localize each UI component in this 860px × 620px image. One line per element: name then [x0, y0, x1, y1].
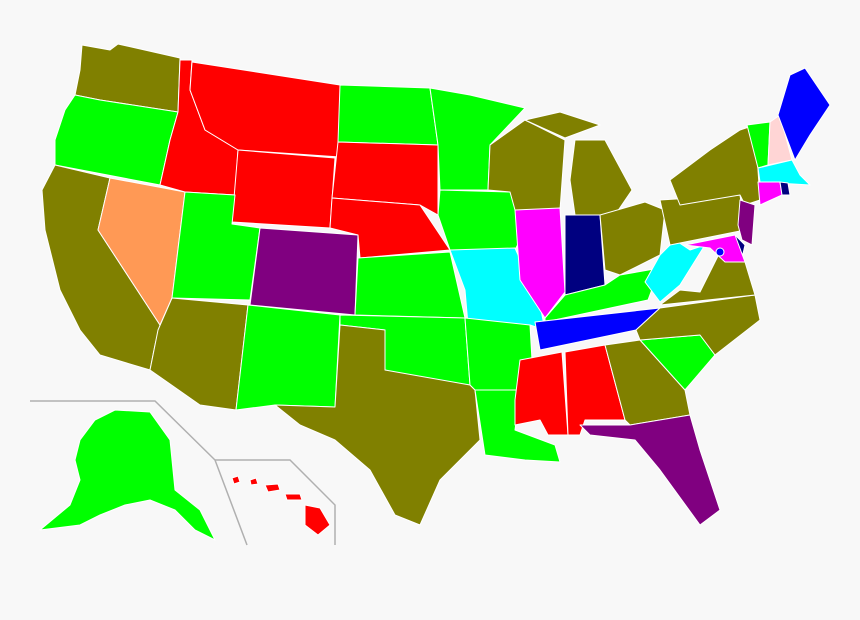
state-sd — [331, 141, 439, 216]
state-ma — [757, 159, 811, 186]
state-hi — [284, 493, 303, 501]
state-ct — [757, 181, 783, 206]
state-hi — [249, 477, 259, 486]
state-hi — [231, 475, 241, 485]
state-nd — [337, 84, 439, 146]
state-nj — [737, 199, 756, 246]
state-ri — [779, 181, 791, 196]
state-az — [149, 297, 249, 411]
state-ks — [354, 251, 466, 319]
state-hi — [304, 504, 331, 536]
alaska-inset-border — [30, 400, 248, 546]
state-mi — [569, 139, 633, 216]
states-layer — [39, 43, 831, 541]
state-wy — [231, 149, 336, 229]
state-tx — [274, 324, 481, 526]
state-hi — [264, 483, 281, 493]
state-ms — [514, 351, 569, 436]
state-wv — [644, 239, 706, 303]
state-co — [249, 227, 359, 316]
state-nm — [235, 304, 341, 411]
state-ky — [544, 267, 661, 323]
state-nc — [635, 294, 761, 356]
state-md — [684, 234, 746, 263]
state-fl — [579, 414, 721, 526]
state-ak — [39, 409, 216, 541]
district-dc — [715, 247, 725, 257]
state-in — [564, 214, 606, 296]
state-ny — [669, 124, 761, 206]
state-me — [777, 67, 831, 161]
hawaii-inset-border — [215, 459, 336, 545]
state-mi — [524, 111, 601, 139]
state-il — [514, 207, 566, 319]
